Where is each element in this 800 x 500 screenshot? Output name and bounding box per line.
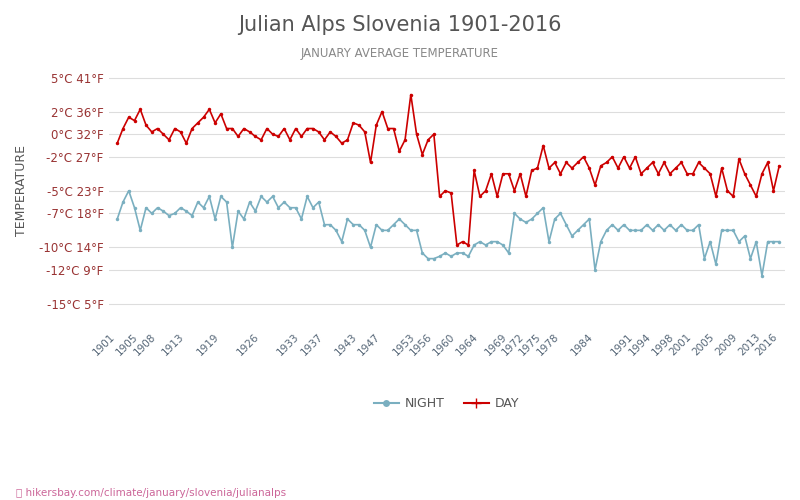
Legend: NIGHT, DAY: NIGHT, DAY bbox=[369, 392, 525, 415]
Text: Julian Alps Slovenia 1901-2016: Julian Alps Slovenia 1901-2016 bbox=[238, 15, 562, 35]
Text: JANUARY AVERAGE TEMPERATURE: JANUARY AVERAGE TEMPERATURE bbox=[301, 48, 499, 60]
Y-axis label: TEMPERATURE: TEMPERATURE bbox=[15, 145, 28, 236]
Text: 📍 hikersbay.com/climate/january/slovenia/julianalps: 📍 hikersbay.com/climate/january/slovenia… bbox=[16, 488, 286, 498]
